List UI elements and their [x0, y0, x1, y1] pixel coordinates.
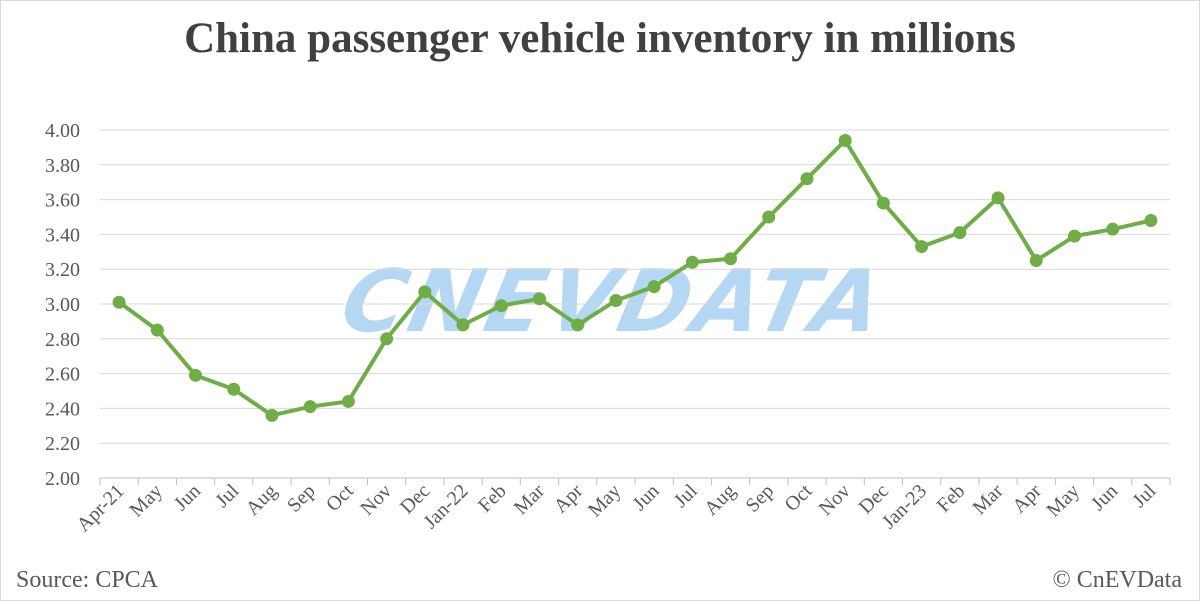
x-tick-label: Aug — [700, 480, 740, 520]
data-point — [341, 394, 355, 408]
series-line — [117, 138, 1153, 418]
y-tick-label: 2.20 — [45, 433, 80, 455]
x-tick-label: May — [125, 480, 166, 521]
data-point — [1106, 222, 1120, 236]
data-point — [762, 210, 776, 224]
x-tick-label: Jun — [628, 480, 663, 515]
data-point — [112, 295, 126, 309]
x-tick-label: Mar — [968, 480, 1007, 519]
x-tick-label: Jan-23 — [878, 480, 931, 533]
x-tick-label: Feb — [474, 480, 511, 517]
source-note: Source: CPCA — [16, 567, 159, 593]
y-tick-label: 3.00 — [45, 294, 80, 316]
x-tick-label: Apr — [1008, 480, 1046, 518]
data-point — [456, 318, 470, 332]
data-point — [838, 133, 852, 147]
y-tick-label: 4.00 — [45, 120, 80, 142]
data-point — [1067, 229, 1081, 243]
x-tick-label: Oct — [322, 480, 358, 516]
data-point — [189, 368, 203, 382]
data-point — [915, 240, 929, 254]
x-tick-label: Nov — [815, 480, 855, 520]
data-point — [303, 400, 317, 414]
x-tick-label: Apr — [550, 480, 588, 518]
x-tick-label: Jul — [211, 480, 243, 512]
x-tick-label: Jun — [1087, 480, 1122, 515]
x-tick-label: Jun — [170, 480, 205, 515]
x-tick-label: Nov — [356, 480, 396, 520]
x-tick-label: Mar — [510, 480, 549, 519]
data-point — [953, 226, 967, 240]
x-tick-label: Apr-21 — [73, 480, 129, 536]
data-point — [571, 318, 585, 332]
x-tick-label: Sep — [283, 480, 320, 517]
y-tick-label: 3.40 — [45, 224, 80, 246]
data-point — [1029, 254, 1043, 267]
data-point — [991, 191, 1005, 205]
x-tick-label: Jan-22 — [419, 480, 472, 533]
x-tick-label: May — [1043, 480, 1084, 521]
data-point — [609, 294, 623, 308]
data-point — [724, 252, 738, 266]
data-point — [876, 196, 890, 210]
data-point — [685, 255, 699, 269]
x-tick-label: Jul — [1128, 480, 1160, 512]
y-tick-label: 2.80 — [45, 329, 80, 351]
data-point — [227, 382, 241, 396]
data-point — [800, 172, 814, 186]
data-point — [494, 299, 508, 313]
x-tick-label: Feb — [933, 480, 970, 517]
copyright-note: © CnEVData — [1052, 567, 1182, 593]
y-tick-label: 2.60 — [45, 364, 80, 386]
y-tick-label: 2.00 — [45, 468, 80, 490]
x-tick-label: Jul — [670, 480, 702, 512]
data-point — [265, 408, 279, 422]
data-point — [418, 285, 432, 299]
x-tick-label: Sep — [742, 480, 779, 517]
y-tick-label: 3.80 — [45, 155, 80, 177]
x-tick-label: Oct — [781, 480, 817, 516]
data-point — [1144, 213, 1158, 227]
y-tick-label: 2.40 — [45, 398, 80, 420]
data-point — [532, 292, 546, 306]
y-tick-label: 3.20 — [45, 259, 80, 281]
data-point — [647, 280, 661, 294]
data-point — [150, 323, 164, 337]
data-point — [380, 332, 394, 346]
chart-title: China passenger vehicle inventory in mil… — [184, 15, 1016, 62]
x-tick-label: May — [584, 480, 625, 521]
y-tick-label: 3.60 — [45, 190, 80, 212]
x-tick-label: Aug — [242, 480, 282, 520]
